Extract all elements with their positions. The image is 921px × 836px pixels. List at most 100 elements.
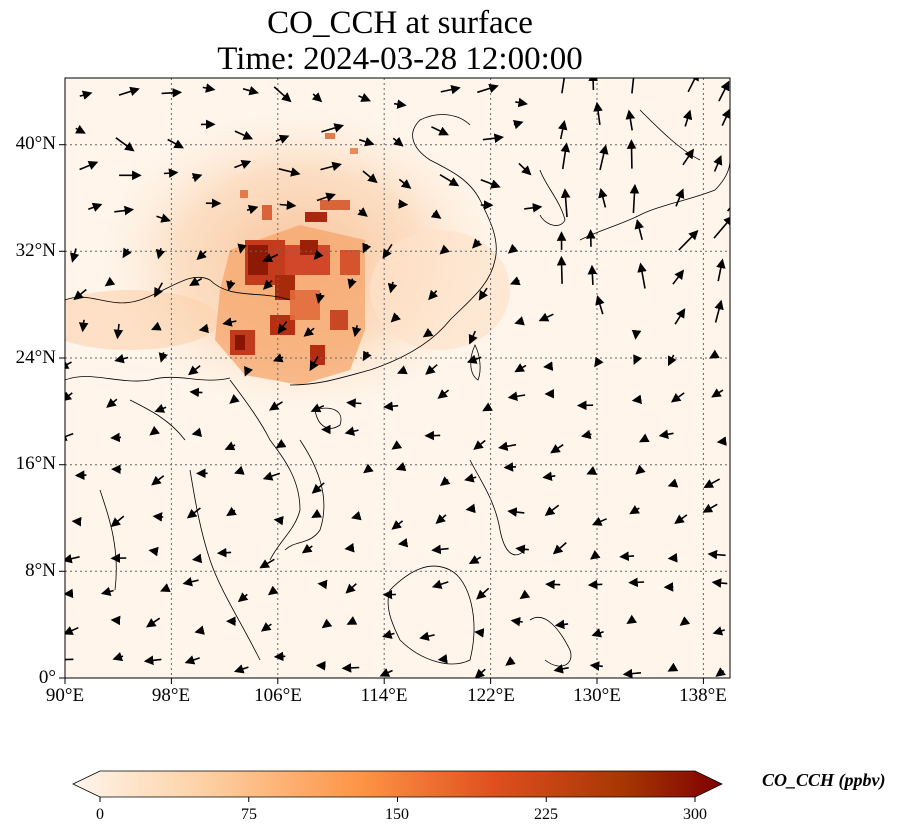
wind-arrow xyxy=(273,515,284,526)
wind-arrow xyxy=(468,330,478,345)
wind-arrow xyxy=(156,213,171,223)
wind-arrow xyxy=(65,588,74,599)
wind-arrow xyxy=(716,436,727,446)
wind-arrow xyxy=(674,514,688,525)
ytick-label: 32°N xyxy=(15,240,56,261)
wind-arrow xyxy=(625,109,636,131)
wind-arrow xyxy=(515,544,529,555)
wind-arrow xyxy=(262,253,279,263)
wind-arrow xyxy=(341,663,360,673)
wind-arrow xyxy=(114,353,129,364)
wind-arrow xyxy=(466,354,482,364)
wind-arrow xyxy=(711,388,724,398)
wind-arrow xyxy=(667,662,679,672)
wind-arrow xyxy=(595,295,605,315)
wind-arrow xyxy=(262,471,281,481)
wind-arrow xyxy=(721,108,730,126)
wind-arrow xyxy=(321,123,345,133)
wind-arrow xyxy=(345,583,357,594)
wind-arrow xyxy=(633,354,642,365)
wind-arrow xyxy=(346,398,362,408)
wind-arrow xyxy=(557,120,568,140)
wind-arrow xyxy=(635,464,646,475)
wind-arrow xyxy=(425,364,438,375)
wind-arrow xyxy=(474,628,485,638)
wind-arrow xyxy=(514,363,527,373)
wind-arrow xyxy=(73,288,87,301)
xtick-label: 98°E xyxy=(151,685,191,706)
wind-arrow xyxy=(638,433,650,443)
wind-arrow xyxy=(679,616,691,626)
wind-arrow xyxy=(667,553,678,563)
wind-arrow xyxy=(560,188,571,218)
wind-arrow xyxy=(65,391,73,402)
colorbar-bar xyxy=(72,770,723,798)
wind-arrow xyxy=(514,316,525,326)
wind-arrow xyxy=(310,403,325,413)
wind-arrow xyxy=(395,462,407,472)
wind-arrow xyxy=(278,167,301,177)
wind-arrow xyxy=(106,398,118,408)
xtick-label: 114°E xyxy=(360,685,408,706)
wind-arrow xyxy=(587,264,598,285)
wind-arrow xyxy=(347,278,357,290)
wind-arrow xyxy=(151,475,165,486)
colorbar-tick-label: 225 xyxy=(534,806,558,823)
wind-arrow xyxy=(590,550,601,560)
wind-arrow xyxy=(151,321,162,331)
wind-arrow xyxy=(163,168,179,178)
wind-arrow xyxy=(468,555,482,564)
wind-arrow xyxy=(473,439,486,450)
wind-arrow xyxy=(480,179,501,189)
wind-arrow xyxy=(362,242,372,254)
wind-arrow xyxy=(358,93,371,102)
wind-arrow xyxy=(390,312,401,323)
coastlines xyxy=(65,109,730,667)
wind-arrow xyxy=(519,589,531,600)
wind-arrow xyxy=(667,354,677,367)
wind-arrow xyxy=(507,391,526,401)
xtick-label: 130°E xyxy=(573,685,621,706)
wind-arrow xyxy=(626,139,637,169)
wind-arrow xyxy=(477,83,499,94)
wind-arrow xyxy=(158,352,168,363)
wind-arrow xyxy=(398,178,412,189)
wind-arrow xyxy=(682,148,695,166)
wind-arrow xyxy=(588,78,598,91)
wind-arrow xyxy=(507,243,519,254)
wind-arrow xyxy=(674,308,686,325)
wind-arrow xyxy=(275,134,290,144)
wind-arrow xyxy=(382,629,395,639)
wind-arrow xyxy=(234,465,245,475)
wind-vectors xyxy=(65,78,730,678)
wind-arrow xyxy=(711,578,728,588)
colorbar-tick-label: 75 xyxy=(241,806,257,823)
wind-arrow xyxy=(550,444,564,454)
wind-arrow xyxy=(198,323,209,334)
wind-arrow xyxy=(113,323,124,340)
wind-arrow xyxy=(628,78,639,94)
wind-arrow xyxy=(242,86,259,96)
colorbar xyxy=(72,770,723,802)
map-subtitle: Time: 2024-03-28 12:00:00 xyxy=(217,41,583,77)
wind-arrow xyxy=(393,99,407,109)
wind-arrow xyxy=(587,579,603,590)
wind-arrow xyxy=(631,394,643,405)
axis-ticks xyxy=(59,144,704,684)
wind-arrow xyxy=(234,159,252,169)
wind-arrow xyxy=(234,130,254,140)
wind-arrow xyxy=(346,616,358,625)
wind-arrow xyxy=(69,248,80,263)
wind-arrow xyxy=(316,192,336,202)
wind-arrow xyxy=(155,247,166,260)
wind-arrow xyxy=(344,542,355,553)
wind-arrow xyxy=(478,287,489,301)
wind-arrow xyxy=(718,80,730,102)
wind-arrow xyxy=(191,427,203,437)
wind-arrow xyxy=(476,587,490,600)
wind-arrow xyxy=(112,651,124,662)
wind-arrow xyxy=(437,654,448,664)
wind-arrow xyxy=(435,514,447,525)
wind-arrow xyxy=(194,625,205,635)
